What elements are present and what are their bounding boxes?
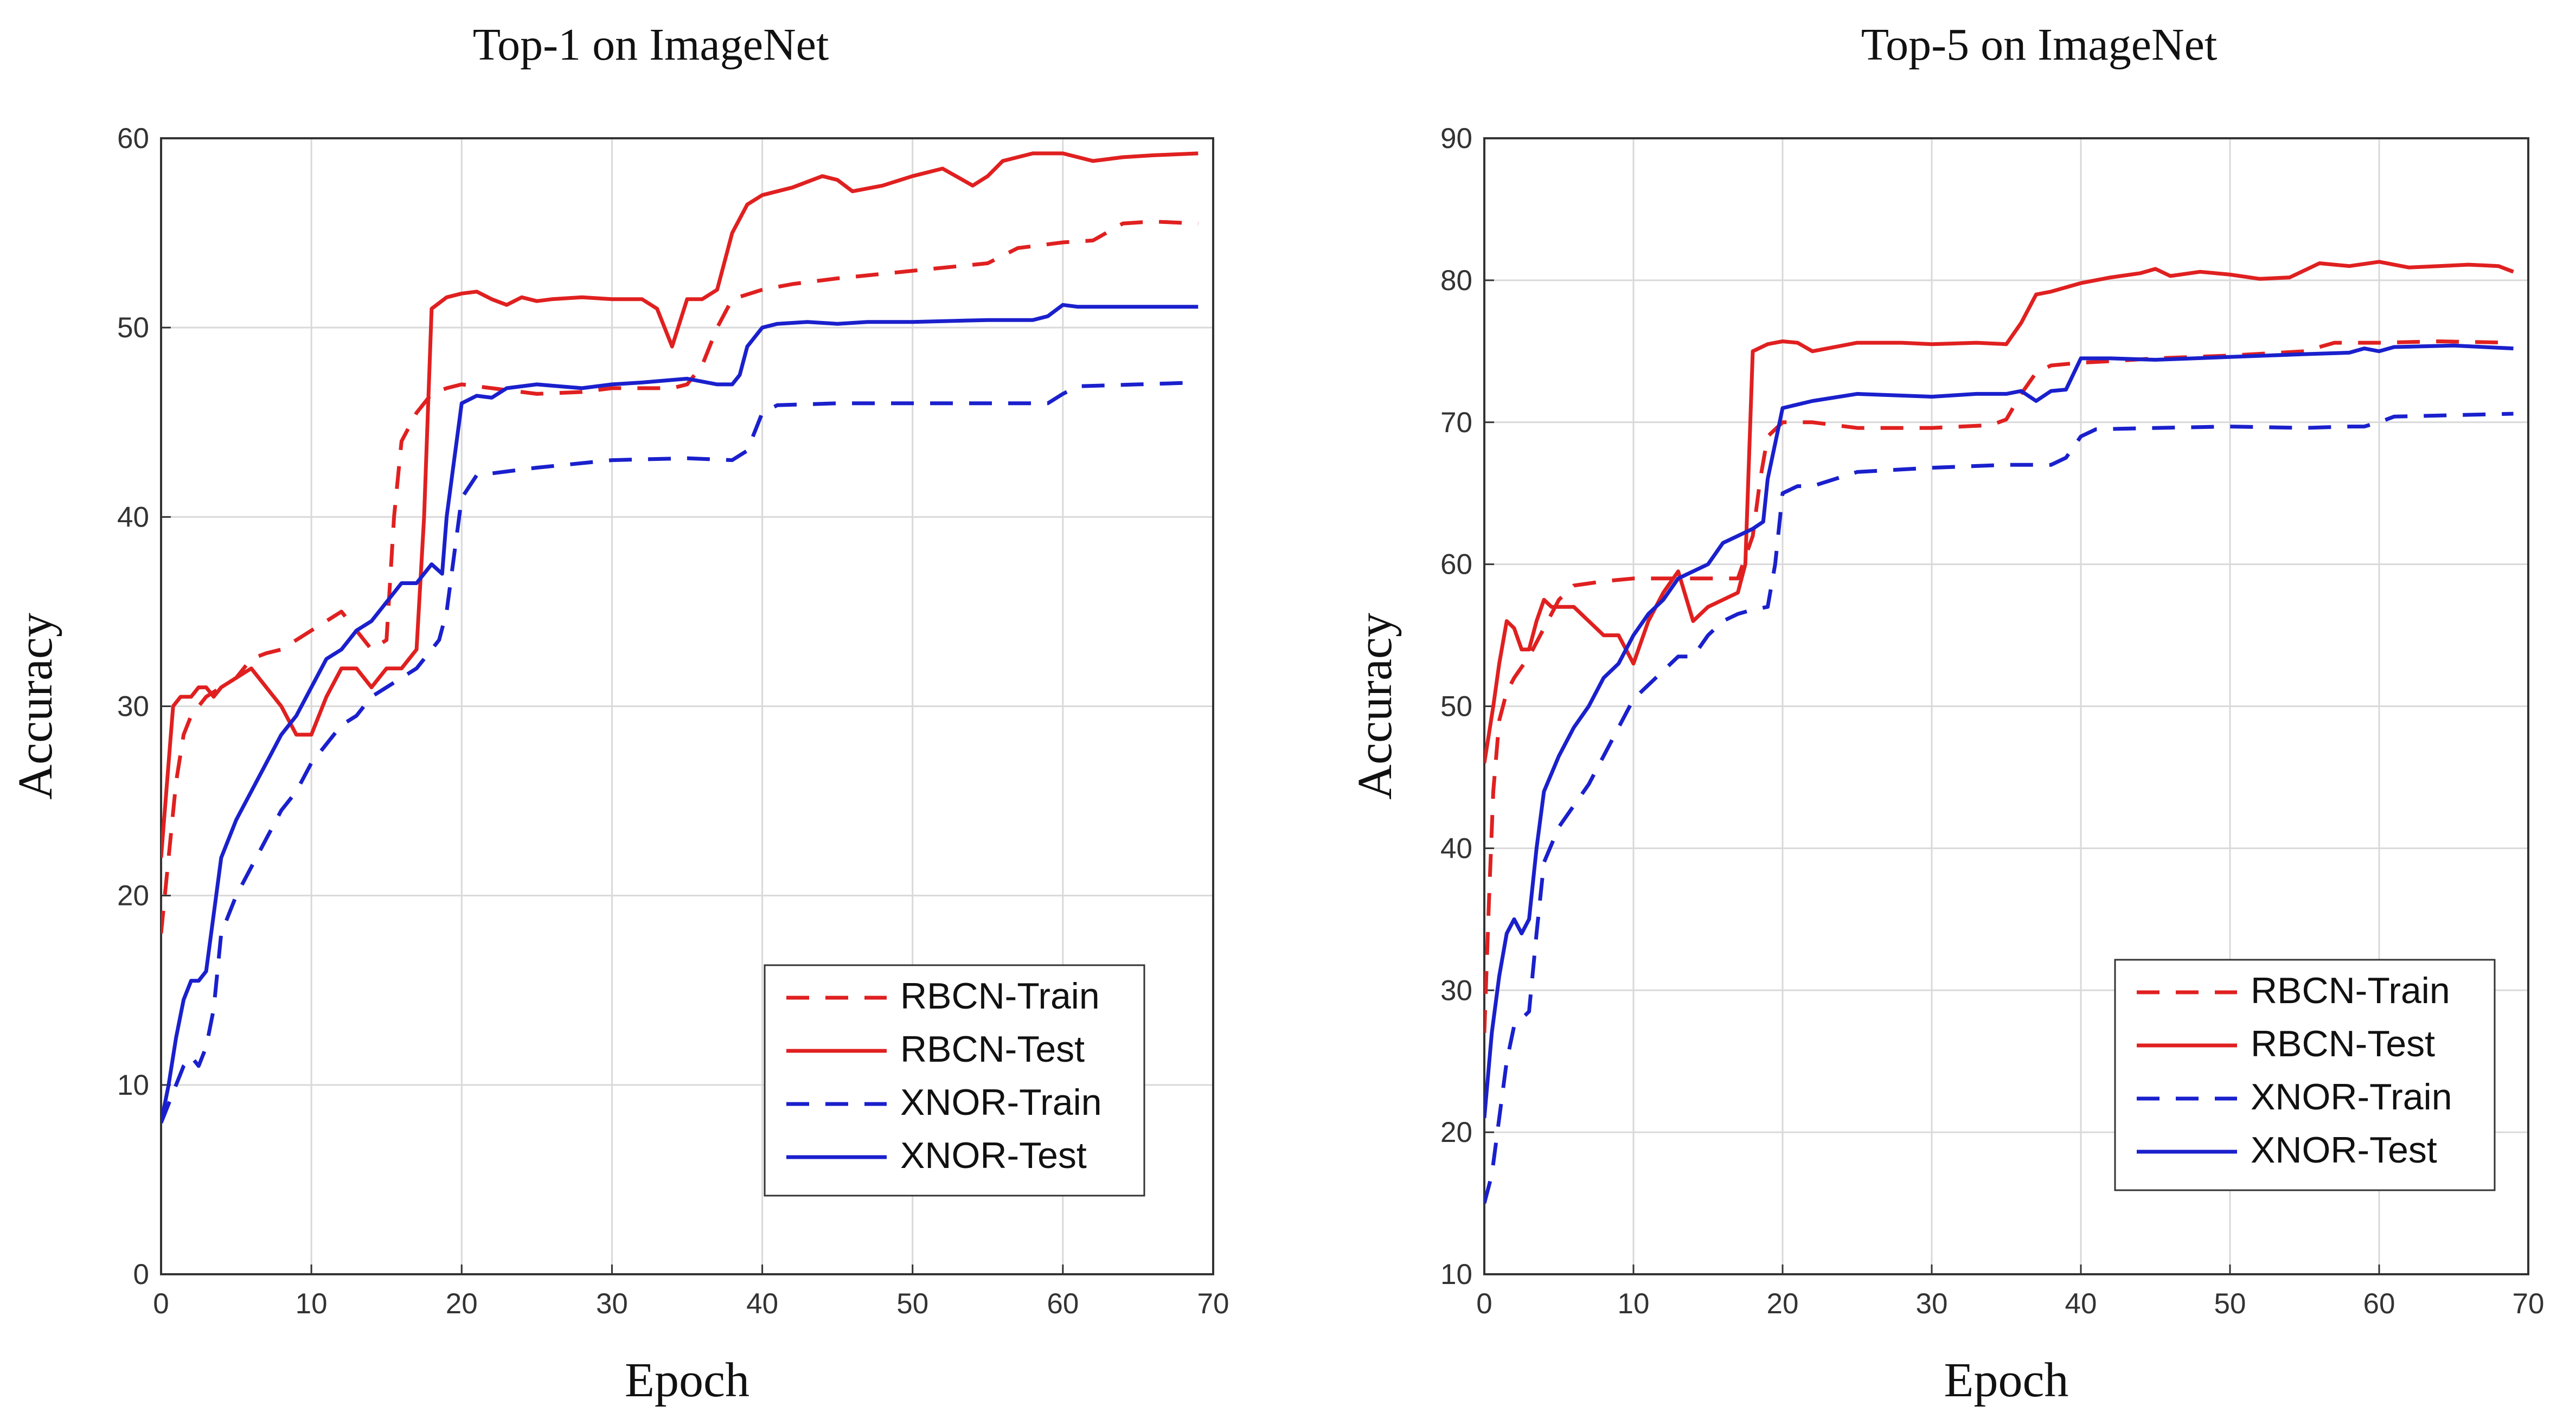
legend-label: RBCN-Test bbox=[900, 1029, 1085, 1070]
series-line-rbcn-test bbox=[161, 151, 1199, 858]
x-tick-label: 50 bbox=[896, 1288, 928, 1320]
series-line-xnor-train bbox=[1484, 412, 2514, 1204]
x-tick-label: 30 bbox=[1916, 1288, 1948, 1320]
y-tick-label: 80 bbox=[1440, 265, 1472, 297]
y-tick-label: 10 bbox=[1440, 1259, 1472, 1291]
y-tick-label: 30 bbox=[1440, 974, 1472, 1006]
x-tick-label: 70 bbox=[2513, 1288, 2545, 1320]
y-tick-label: 10 bbox=[117, 1069, 149, 1101]
legend-label: RBCN-Train bbox=[900, 975, 1100, 1017]
y-tick-label: 60 bbox=[1440, 549, 1472, 581]
y-tick-label: 50 bbox=[117, 312, 149, 344]
x-tick-label: 10 bbox=[296, 1288, 328, 1320]
x-tick-label: 20 bbox=[1767, 1288, 1799, 1320]
x-tick-label: 60 bbox=[2363, 1288, 2395, 1320]
legend-label: RBCN-Train bbox=[2251, 970, 2450, 1011]
series-line-xnor-test bbox=[1484, 343, 2514, 1119]
x-tick-label: 70 bbox=[1197, 1288, 1229, 1320]
x-tick-label: 20 bbox=[446, 1288, 478, 1320]
x-tick-label: 60 bbox=[1047, 1288, 1079, 1320]
x-tick-label: 40 bbox=[746, 1288, 778, 1320]
series-group bbox=[1484, 260, 2514, 1204]
y-tick-label: 40 bbox=[1440, 832, 1472, 864]
legend-label: XNOR-Train bbox=[2251, 1076, 2452, 1118]
legend-label: XNOR-Train bbox=[900, 1082, 1102, 1123]
y-tick-label: 70 bbox=[1440, 407, 1472, 439]
y-tick-label: 0 bbox=[133, 1259, 149, 1291]
y-tick-label: 90 bbox=[1440, 123, 1472, 155]
series-line-xnor-train bbox=[161, 380, 1199, 1124]
x-tick-label: 40 bbox=[2065, 1288, 2097, 1320]
y-axis-label: Accuracy bbox=[1348, 613, 1402, 800]
panel-top1: 0 10 20 30 40 50 60 70 0 10 20 30 40 50 60 Top-1 on Ima… bbox=[9, 20, 1229, 1407]
chart-title: Top-5 on ImageNet bbox=[1861, 20, 2218, 70]
x-tick-label: 30 bbox=[596, 1288, 628, 1320]
y-tick-label: 60 bbox=[117, 123, 149, 155]
y-tick-label: 30 bbox=[117, 691, 149, 723]
series-group bbox=[161, 151, 1199, 1124]
legend-label: XNOR-Test bbox=[900, 1135, 1087, 1176]
y-tick-label: 50 bbox=[1440, 691, 1472, 723]
series-line-xnor-test bbox=[161, 303, 1199, 1124]
y-axis-label: Accuracy bbox=[9, 613, 62, 800]
x-axis-label: Epoch bbox=[1944, 1353, 2069, 1407]
x-tick-label: 50 bbox=[2214, 1288, 2246, 1320]
x-tick-label: 10 bbox=[1618, 1288, 1650, 1320]
y-tick-label: 20 bbox=[1440, 1116, 1472, 1148]
y-tick-label: 40 bbox=[117, 501, 149, 533]
legend: RBCN-Train RBCN-Test XNOR-Train XNOR-Test bbox=[764, 964, 1145, 1197]
series-line-rbcn-test bbox=[1484, 260, 2514, 763]
y-tick-label: 20 bbox=[117, 880, 149, 912]
x-axis-label: Epoch bbox=[625, 1353, 749, 1407]
legend-label: RBCN-Test bbox=[2251, 1023, 2435, 1064]
series-line-rbcn-train bbox=[161, 220, 1199, 934]
legend-label: XNOR-Test bbox=[2251, 1129, 2437, 1171]
legend: RBCN-Train RBCN-Test XNOR-Train XNOR-Test bbox=[2114, 959, 2496, 1191]
x-tick-label: 0 bbox=[1476, 1288, 1492, 1320]
x-tick-label: 0 bbox=[153, 1288, 169, 1320]
chart-title: Top-1 on ImageNet bbox=[473, 20, 829, 70]
